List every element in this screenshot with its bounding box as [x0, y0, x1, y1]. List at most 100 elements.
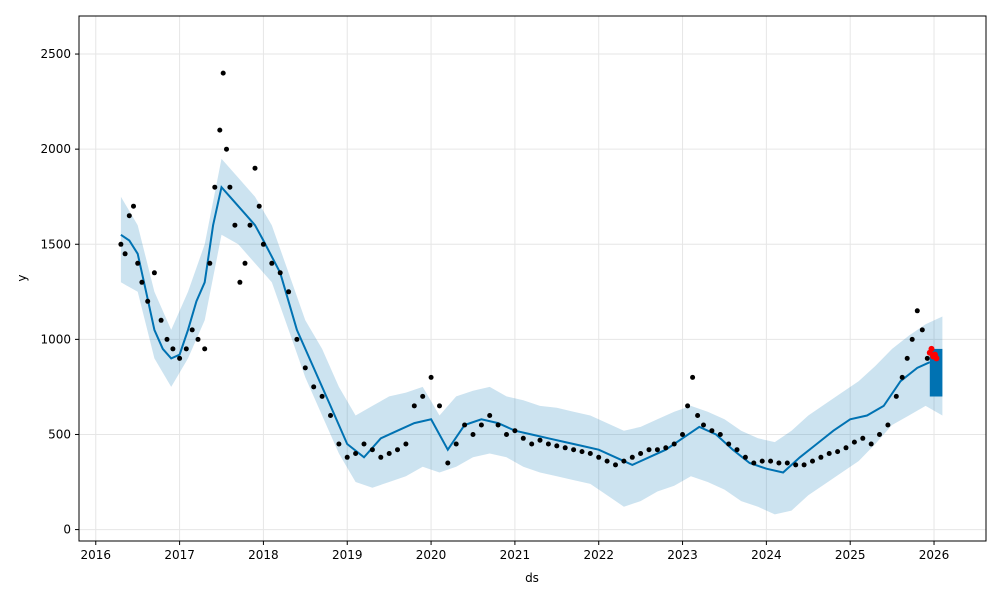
observed-point: [302, 365, 308, 371]
observed-point: [904, 355, 910, 361]
observed-point: [495, 422, 501, 428]
y-tick-label: 2000: [40, 142, 71, 156]
observed-point: [868, 441, 874, 447]
observed-point: [690, 374, 696, 380]
observed-point: [378, 454, 384, 460]
x-tick-label: 2025: [835, 548, 866, 562]
observed-point: [587, 451, 593, 456]
observed-point: [685, 403, 691, 409]
observed-point: [453, 441, 459, 447]
x-tick-label: 2017: [164, 548, 195, 562]
observed-point: [118, 241, 124, 247]
recent-points: [926, 345, 940, 362]
observed-point: [596, 454, 602, 460]
observed-point: [311, 384, 317, 390]
observed-point: [537, 437, 543, 443]
x-tick-label: 2021: [500, 548, 531, 562]
observed-point: [629, 454, 635, 460]
observed-point: [386, 451, 392, 456]
observed-point: [784, 460, 790, 466]
forecast-block-group: [929, 348, 943, 397]
y-axis-label: y: [15, 274, 29, 281]
observed-point: [646, 447, 652, 453]
observed-point: [369, 447, 375, 453]
observed-point: [217, 127, 223, 133]
observed-point: [818, 454, 824, 460]
observed-point: [835, 449, 841, 455]
x-tick-label: 2019: [332, 548, 363, 562]
observed-point: [361, 441, 367, 447]
observed-point: [695, 413, 701, 418]
observed-point: [227, 184, 233, 190]
observed-point: [621, 458, 627, 464]
forecast-line: [120, 185, 931, 474]
x-axis-label: ds: [525, 571, 539, 585]
observed-point: [860, 435, 866, 441]
observed-point: [462, 422, 468, 428]
observed-points: [118, 70, 930, 468]
observed-point: [478, 422, 484, 428]
observed-point: [269, 260, 275, 266]
observed-point: [139, 279, 145, 285]
observed-point: [520, 435, 526, 441]
observed-point: [604, 458, 610, 464]
observed-point: [411, 403, 417, 409]
observed-point: [512, 428, 518, 434]
observed-point: [403, 441, 409, 447]
observed-point: [919, 327, 925, 333]
observed-point: [151, 270, 157, 276]
y-tick-label: 0: [63, 523, 71, 537]
observed-point: [470, 432, 476, 437]
observed-point: [328, 413, 333, 418]
observed-point: [252, 165, 258, 171]
observed-point: [164, 336, 170, 342]
observed-point: [776, 460, 782, 466]
observed-point: [189, 327, 195, 333]
observed-point: [638, 451, 644, 456]
observed-point: [504, 432, 509, 437]
observed-point: [428, 374, 434, 380]
observed-point: [671, 441, 677, 447]
y-tick-label: 1000: [40, 332, 71, 346]
observed-point: [663, 445, 669, 451]
observed-point: [709, 428, 715, 434]
observed-point: [562, 445, 568, 451]
observed-point: [734, 447, 740, 453]
observed-point: [170, 346, 176, 352]
forecast-block: [929, 348, 943, 397]
grid: [79, 16, 986, 541]
observed-point: [158, 317, 164, 323]
observed-point: [613, 462, 618, 468]
x-tick-label: 2024: [751, 548, 782, 562]
observed-point: [344, 454, 350, 460]
y-tick-label: 500: [48, 427, 71, 441]
observed-point: [924, 355, 930, 361]
observed-point: [529, 441, 535, 447]
observed-point: [212, 184, 218, 190]
observed-point: [742, 454, 748, 460]
observed-point: [294, 336, 300, 342]
observed-point: [145, 298, 151, 304]
observed-point: [793, 462, 799, 468]
observed-point: [277, 270, 283, 276]
plot-background: [79, 16, 986, 541]
observed-point: [177, 355, 183, 361]
observed-point: [260, 241, 266, 247]
observed-point: [256, 203, 262, 209]
observed-point: [202, 346, 208, 352]
observed-point: [545, 441, 551, 447]
x-tick-label: 2016: [80, 548, 111, 562]
observed-point: [843, 445, 849, 451]
observed-point: [353, 451, 359, 456]
forecast-line-group: [120, 185, 931, 474]
observed-point: [851, 439, 857, 445]
observed-point: [810, 458, 815, 464]
x-tick-label: 2020: [416, 548, 447, 562]
x-axis-ticks: 2016 2017 2018 2019 2020 2021 2022 2023 2024 2025…: [80, 541, 949, 562]
observed-point: [131, 203, 136, 209]
observed-point: [224, 146, 229, 152]
observed-point: [286, 289, 292, 295]
observed-point: [237, 279, 243, 285]
observed-point: [135, 260, 141, 266]
